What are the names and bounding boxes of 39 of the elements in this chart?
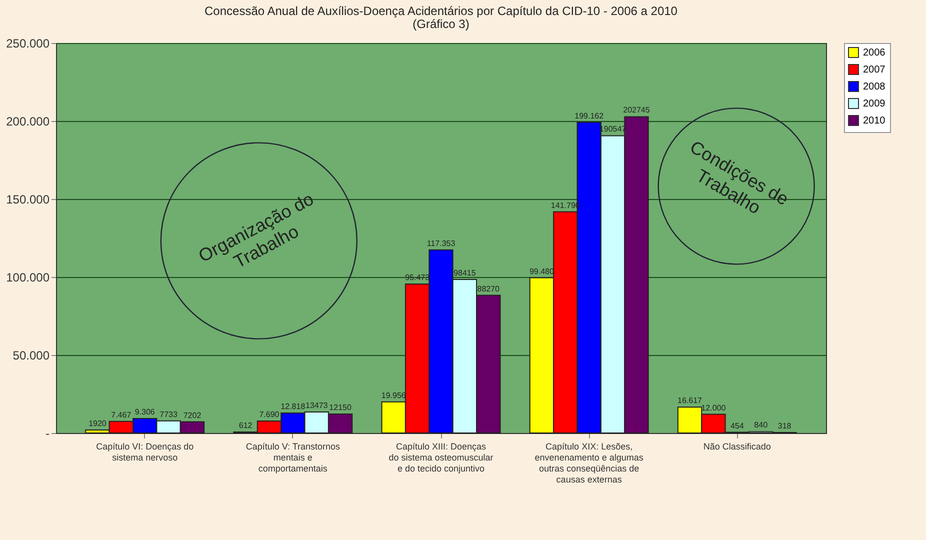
chart-subtitle: (Gráfico 3) <box>412 17 470 31</box>
x-tick-label: Não Classificado <box>703 442 771 452</box>
data-label: 12150 <box>329 403 352 412</box>
data-label: 7733 <box>160 410 178 419</box>
data-label: 840 <box>754 420 768 430</box>
legend-label: 2010 <box>863 116 886 126</box>
x-tick-label: Capítulo VI: Doenças do sistema nervoso <box>96 442 194 462</box>
data-label: 98415 <box>454 268 476 278</box>
data-label: 12.000 <box>701 403 726 412</box>
x-tick-label: Capítulo V: Transtornos mentais e comportamentais <box>246 442 341 474</box>
data-label: 199.162 <box>574 111 604 120</box>
data-label: 318 <box>778 422 792 431</box>
y-tick-label: 250.000 <box>6 36 50 50</box>
x-tick-label: Capítulo XIII: Doenças do sistema osteomuscular e do tecido conjuntivo <box>388 442 494 474</box>
data-label: 88270 <box>477 284 500 294</box>
data-label: 202745 <box>623 106 650 115</box>
chart-title: Concessão Anual de Auxílios-Doença Acidentários por Capítulo da CID-10 - 2006 a 2010 <box>204 4 678 18</box>
data-label: 612 <box>238 421 253 430</box>
y-tick-label: 150.000 <box>6 192 50 206</box>
data-label: 13473 <box>305 400 328 410</box>
legend-label: 2006 <box>863 48 886 58</box>
data-label: 16.617 <box>678 396 703 406</box>
y-tick-label: 100.000 <box>6 270 50 284</box>
data-label: 19.956 <box>381 390 406 400</box>
data-label: 7.467 <box>111 410 132 420</box>
y-tick-label: 50.000 <box>12 348 50 362</box>
y-tick-label: 200.000 <box>6 114 50 128</box>
legend-label: 2008 <box>863 82 886 92</box>
y-tick-label: - <box>46 426 50 440</box>
data-label: 117.353 <box>426 238 456 248</box>
data-label: 12.818 <box>280 402 306 412</box>
x-tick-label: Capítulo XIX: Lesões, envenenamento e algumas outras conseqüências de causas externas <box>534 442 644 484</box>
legend-label: 2007 <box>863 64 886 76</box>
data-label: 1920 <box>88 419 107 428</box>
data-label: 7202 <box>183 410 202 420</box>
legend-label: 2009 <box>863 98 886 110</box>
data-label: 7.690 <box>259 410 280 420</box>
data-label: 454 <box>730 421 744 430</box>
data-label: 9.306 <box>134 407 156 416</box>
